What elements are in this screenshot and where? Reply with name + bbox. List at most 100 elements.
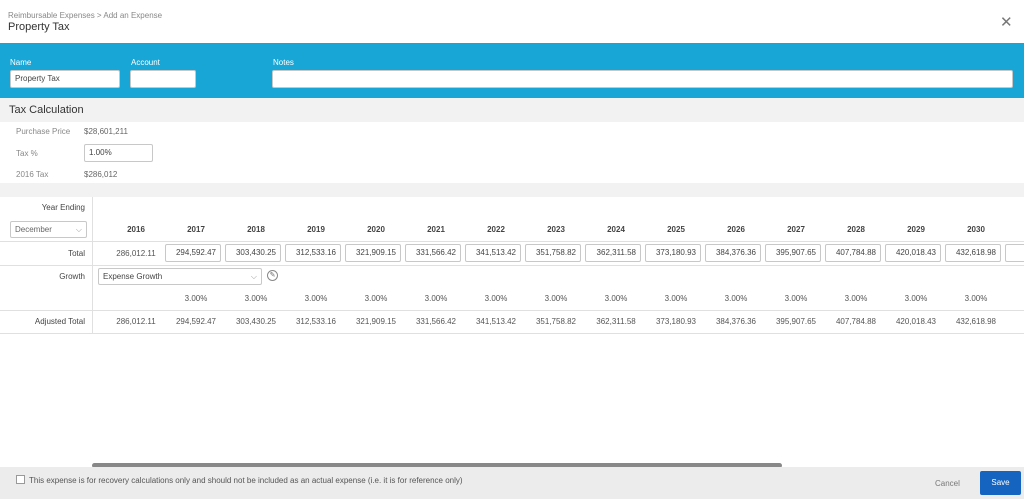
- growth-rate: 3.00%: [424, 294, 448, 303]
- total-input[interactable]: 373,180.93: [645, 244, 701, 262]
- total-value: 286,012.11: [116, 249, 156, 258]
- breadcrumb: Reimbursable Expenses > Add an Expense: [8, 11, 163, 20]
- year-header: 2024: [607, 225, 625, 234]
- adjusted-value: 351,758.82: [535, 317, 577, 326]
- year-header: 2016: [127, 225, 145, 234]
- total-input[interactable]: 312,533.16: [285, 244, 341, 262]
- reference-checkbox[interactable]: [16, 475, 25, 484]
- growth-rate: 3.00%: [244, 294, 268, 303]
- year-header: 2022: [487, 225, 505, 234]
- year-header: 2020: [367, 225, 385, 234]
- total-input[interactable]: 362,311.58: [585, 244, 641, 262]
- edit-icon[interactable]: ✎: [267, 270, 278, 281]
- account-label: Account: [131, 58, 160, 67]
- growth-rate: 3.00%: [844, 294, 868, 303]
- growth-rate: 3.00%: [964, 294, 988, 303]
- year-header: 2019: [307, 225, 325, 234]
- name-input[interactable]: Property Tax: [10, 70, 120, 88]
- total-input[interactable]: 384,376.36: [705, 244, 761, 262]
- chevron: ⌵: [75, 225, 82, 234]
- row-line: [0, 310, 1024, 311]
- total-input[interactable]: 341,513.42: [465, 244, 521, 262]
- year-header: 2029: [907, 225, 925, 234]
- year-ending-label: Year Ending: [41, 203, 85, 212]
- year-header: 2017: [187, 225, 205, 234]
- tax-row-value: $28,601,211: [84, 127, 128, 136]
- save-button[interactable]: Save: [980, 471, 1021, 495]
- section-gap: [0, 183, 1024, 197]
- adjusted-value: 312,533.16: [295, 317, 337, 326]
- total-input[interactable]: 294,592.47: [165, 244, 221, 262]
- adjusted-value: 432,618.98: [955, 317, 997, 326]
- cancel-button[interactable]: Cancel: [935, 479, 960, 488]
- growth-rate: 3.00%: [604, 294, 628, 303]
- total-label: Total: [68, 249, 85, 258]
- adjusted-value: 395,907.65: [775, 317, 817, 326]
- adjusted-value: 445,5: [1006, 317, 1024, 326]
- period-value: December: [15, 225, 52, 234]
- scrollbar-thumb[interactable]: [92, 463, 782, 468]
- row-line: [0, 241, 1024, 242]
- adjusted-value: 286,012.11: [116, 317, 156, 326]
- total-input[interactable]: 321,909.15: [345, 244, 401, 262]
- growth-rate: 3.00%: [664, 294, 688, 303]
- name-label: Name: [10, 58, 32, 67]
- growth-rate: 3.00%: [904, 294, 928, 303]
- adjusted-value: 294,592.47: [175, 317, 217, 326]
- footer: [0, 467, 1024, 499]
- tax-row-value: $286,012: [84, 170, 118, 179]
- year-header: 2021: [427, 225, 445, 234]
- year-header: 2023: [547, 225, 565, 234]
- year-header: 2030: [967, 225, 985, 234]
- adjusted-value: 321,909.15: [355, 317, 397, 326]
- tax-row-label: Purchase Price: [16, 127, 71, 136]
- close-button[interactable]: ✕: [1000, 14, 1013, 31]
- total-input[interactable]: 351,758.82: [525, 244, 581, 262]
- row-line: [0, 333, 1024, 334]
- account-input[interactable]: [130, 70, 196, 88]
- title: Property Tax: [8, 21, 70, 33]
- growth-rate: 3.00%: [784, 294, 808, 303]
- total-input[interactable]: 445,5: [1005, 244, 1024, 262]
- adjusted-value: 373,180.93: [655, 317, 697, 326]
- total-input[interactable]: 395,907.65: [765, 244, 821, 262]
- adjusted-value: 420,018.43: [895, 317, 937, 326]
- year-header: 2018: [247, 225, 265, 234]
- notes-label: Notes: [273, 58, 294, 67]
- section-heading: Tax Calculation: [9, 104, 84, 116]
- growth-rate: 3.00%: [544, 294, 568, 303]
- tax-row-label: Tax %: [16, 149, 38, 158]
- year-header: 2028: [847, 225, 865, 234]
- notes-input[interactable]: [272, 70, 1013, 88]
- growth-rate: 3.00%: [184, 294, 208, 303]
- period-select[interactable]: December ⌵: [10, 221, 87, 238]
- adjusted-value: 407,784.88: [835, 317, 877, 326]
- tax-row-label: 2016 Tax: [16, 170, 49, 179]
- total-input[interactable]: 420,018.43: [885, 244, 941, 262]
- chevron: ⌵: [250, 272, 257, 281]
- growth-rate: 3.00%: [304, 294, 328, 303]
- total-input[interactable]: 331,566.42: [405, 244, 461, 262]
- adjusted-value: 303,430.25: [235, 317, 277, 326]
- tax-input[interactable]: 1.00%: [84, 144, 153, 162]
- total-input[interactable]: 303,430.25: [225, 244, 281, 262]
- total-input[interactable]: 432,618.98: [945, 244, 1001, 262]
- total-input[interactable]: 407,784.88: [825, 244, 881, 262]
- adjusted-label: Adjusted Total: [34, 317, 85, 326]
- growth-rate: 3.00%: [724, 294, 748, 303]
- adjusted-value: 384,376.36: [715, 317, 757, 326]
- growth-value: Expense Growth: [103, 272, 163, 281]
- adjusted-value: 341,513.42: [475, 317, 517, 326]
- growth-label: Growth: [59, 272, 85, 281]
- growth-select[interactable]: Expense Growth ⌵: [98, 268, 262, 285]
- year-header: 2026: [727, 225, 745, 234]
- year-header: 2025: [667, 225, 685, 234]
- adjusted-value: 362,311.58: [596, 317, 636, 326]
- row-line: [0, 265, 1024, 266]
- growth-rate: 3.00%: [364, 294, 388, 303]
- growth-rate: 3.00%: [484, 294, 508, 303]
- year-header: 2027: [787, 225, 805, 234]
- checkbox-label: This expense is for recovery calculation…: [29, 476, 463, 485]
- adjusted-value: 331,566.42: [415, 317, 457, 326]
